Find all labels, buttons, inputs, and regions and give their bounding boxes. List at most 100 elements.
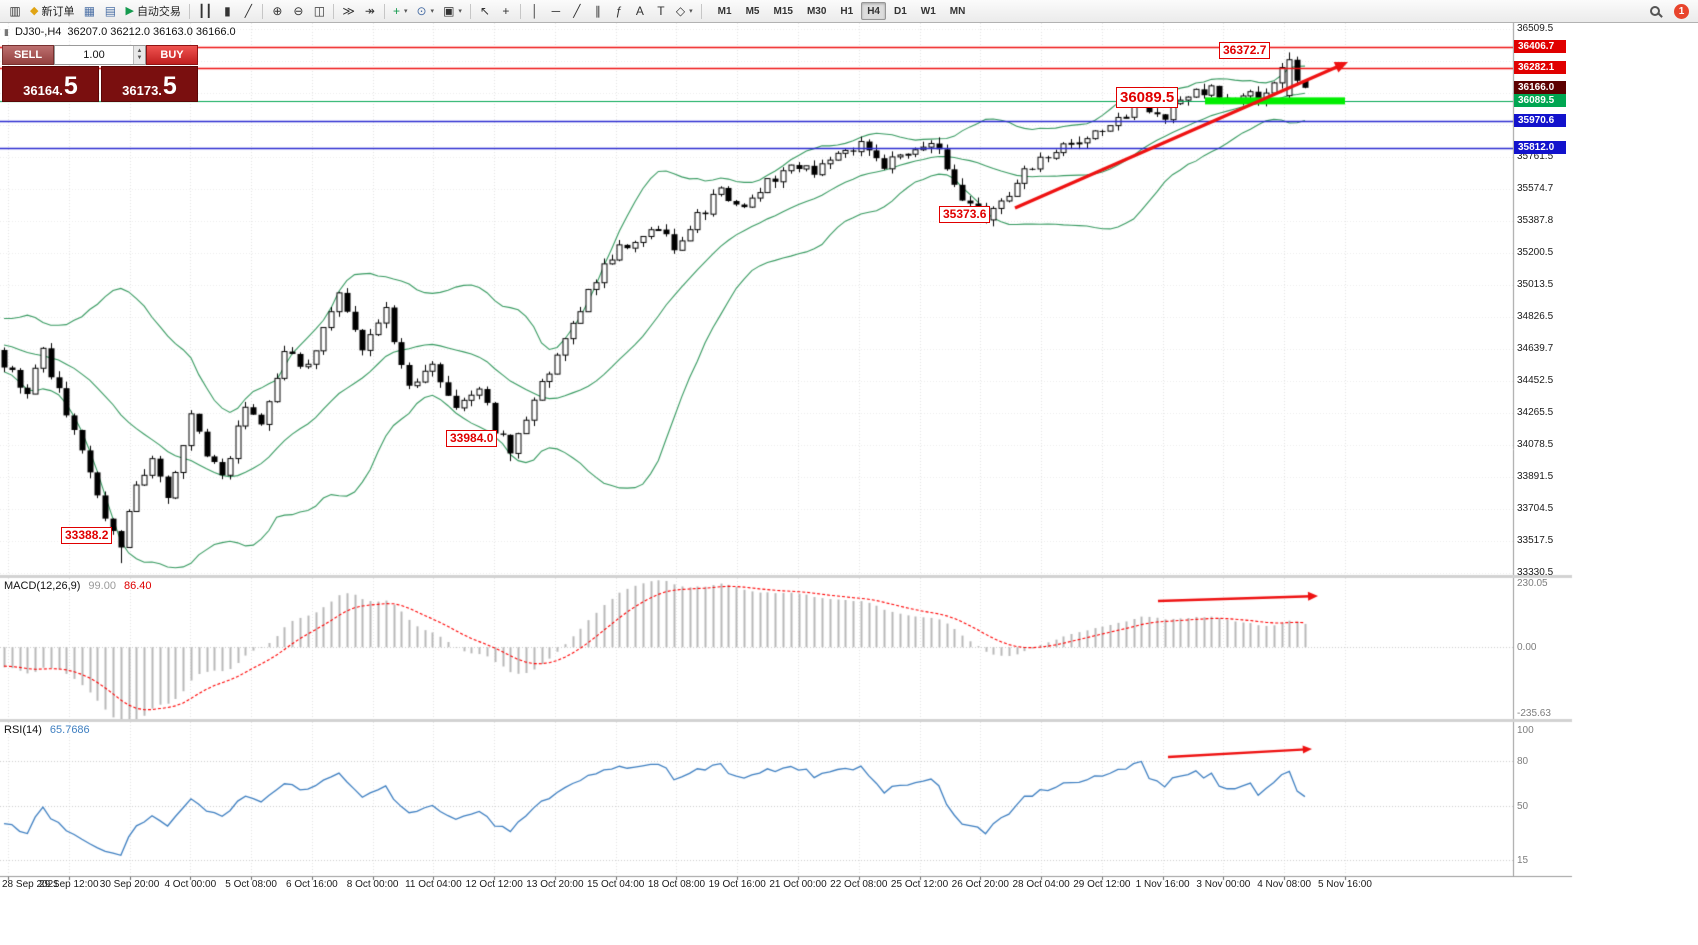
line-chart-mode-button[interactable]: ╱ bbox=[238, 1, 258, 21]
price-axis-tick: 33330.5 bbox=[1517, 567, 1554, 578]
timeframe-m1-button[interactable]: M1 bbox=[712, 2, 738, 20]
toolbar-separator bbox=[383, 3, 385, 19]
price-axis-tag[interactable]: 36406.7 bbox=[1514, 39, 1566, 53]
macd-header: MACD(12,26,9) 99.00 86.40 bbox=[4, 580, 151, 592]
cursor-button[interactable]: ↖ bbox=[475, 1, 495, 21]
auto-scroll-icon: ≫ bbox=[342, 4, 355, 18]
search-button[interactable] bbox=[1645, 1, 1665, 21]
chart-price-label[interactable]: 33984.0 bbox=[446, 430, 498, 447]
charts-grid-button[interactable]: ▦ bbox=[79, 1, 99, 21]
volume-value[interactable]: 1.00 bbox=[83, 49, 105, 61]
price-axis-tick: 35387.8 bbox=[1517, 214, 1554, 226]
text-tool-button[interactable]: A bbox=[630, 1, 650, 21]
tile-windows-button[interactable]: ◫ bbox=[309, 1, 329, 21]
vertical-line-button[interactable]: │ bbox=[525, 1, 545, 21]
buy-price[interactable]: 36173. 5 bbox=[101, 66, 198, 102]
chart-shift-button[interactable]: ↠ bbox=[360, 1, 380, 21]
one-click-trade-panel: SELL 1.00 ▲ ▼ BUY 36164. 5 36173. 5 bbox=[2, 45, 198, 102]
volume-up-icon[interactable]: ▲ bbox=[136, 47, 143, 54]
macd-axis-label: 230.05 bbox=[1517, 578, 1548, 589]
volume-down-icon[interactable]: ▼ bbox=[136, 55, 143, 61]
label-tool-button[interactable]: T bbox=[651, 1, 671, 21]
autotrading-button[interactable]: ▶ 自动交易 bbox=[121, 1, 184, 21]
volume-spin-arrows: ▲ ▼ bbox=[133, 46, 145, 64]
fibonacci-button[interactable]: ƒ bbox=[609, 1, 629, 21]
price-axis-tag[interactable]: 36166.0 bbox=[1514, 80, 1566, 94]
buy-price-big-digit: 5 bbox=[162, 72, 177, 100]
shapes-icon: ◇ bbox=[675, 4, 686, 18]
tile-windows-icon: ◫ bbox=[313, 4, 326, 18]
price-chart-canvas[interactable] bbox=[0, 23, 1698, 945]
timeframe-h4-button[interactable]: H4 bbox=[861, 2, 886, 20]
data-window-icon: ▤ bbox=[104, 4, 117, 18]
volume-stepper[interactable]: 1.00 ▲ ▼ bbox=[54, 45, 146, 65]
new-order-button[interactable]: ◆ 新订单 bbox=[26, 1, 78, 21]
timeframe-d1-button[interactable]: D1 bbox=[888, 2, 913, 20]
timeframe-m15-button[interactable]: M15 bbox=[767, 2, 798, 20]
zoom-out-icon: ⊖ bbox=[293, 4, 304, 18]
crosshair-button[interactable]: + bbox=[496, 1, 516, 21]
channel-button[interactable]: ∥ bbox=[588, 1, 608, 21]
zoom-in-button[interactable]: ⊕ bbox=[267, 1, 287, 21]
timeframe-m5-button[interactable]: M5 bbox=[740, 2, 766, 20]
time-axis-label: 19 Oct 16:00 bbox=[708, 879, 766, 890]
horizontal-line-icon: ─ bbox=[551, 4, 561, 18]
price-axis-tick: 35013.5 bbox=[1517, 279, 1554, 290]
time-axis-label: 28 Oct 04:00 bbox=[1012, 879, 1070, 890]
chart-price-label[interactable]: 36372.7 bbox=[1219, 42, 1271, 59]
timeframe-m30-button[interactable]: M30 bbox=[801, 2, 832, 20]
time-axis-label: 15 Oct 04:00 bbox=[587, 879, 645, 890]
sell-button[interactable]: SELL bbox=[2, 45, 54, 65]
price-axis-tag[interactable]: 36089.5 bbox=[1514, 93, 1566, 107]
template-icon: ▣ bbox=[443, 4, 455, 18]
price-axis-tick: 34265.5 bbox=[1517, 407, 1554, 418]
price-axis-tag[interactable]: 36282.1 bbox=[1514, 60, 1566, 74]
data-window-button[interactable]: ▤ bbox=[100, 1, 120, 21]
rsi-value: 65.7686 bbox=[49, 724, 90, 736]
chart-area[interactable]: ▮ DJ30-,H4 36207.0 36212.0 36163.0 36166… bbox=[0, 23, 1698, 945]
macd-axis-label: -235.63 bbox=[1517, 708, 1551, 719]
rsi-name: RSI(14) bbox=[4, 724, 42, 736]
time-axis-label: 12 Oct 12:00 bbox=[465, 879, 523, 890]
chart-price-label[interactable]: 35373.6 bbox=[939, 206, 991, 223]
timeframe-w1-button[interactable]: W1 bbox=[915, 2, 942, 20]
timeframe-mn-button[interactable]: MN bbox=[944, 2, 972, 20]
price-axis-tag[interactable]: 35812.0 bbox=[1514, 141, 1566, 155]
auto-scroll-button[interactable]: ≫ bbox=[338, 1, 359, 21]
price-axis-tick: 35200.5 bbox=[1517, 247, 1554, 258]
rsi-header: RSI(14) 65.7686 bbox=[4, 724, 90, 736]
time-axis-label: 4 Oct 00:00 bbox=[164, 879, 217, 890]
chart-price-label[interactable]: 33388.2 bbox=[61, 527, 113, 544]
rsi-axis-label: 100 bbox=[1517, 725, 1534, 736]
sell-price[interactable]: 36164. 5 bbox=[2, 66, 99, 102]
symbol-period: DJ30-,H4 bbox=[14, 26, 62, 38]
notification-badge[interactable]: 1 bbox=[1674, 3, 1689, 19]
cursor-icon: ↖ bbox=[479, 4, 490, 18]
buy-button[interactable]: BUY bbox=[146, 45, 198, 65]
templates-button[interactable]: ▣ ▾ bbox=[439, 1, 466, 21]
bar-chart-mode-button[interactable]: ┃┃ bbox=[194, 1, 216, 21]
trendline-button[interactable]: ╱ bbox=[567, 1, 587, 21]
chevron-down-icon: ▾ bbox=[458, 8, 462, 15]
time-axis-label: 29 Sep 12:00 bbox=[39, 879, 99, 890]
periods-button[interactable]: ⊙ ▾ bbox=[412, 1, 438, 21]
horizontal-line-button[interactable]: ─ bbox=[546, 1, 566, 21]
vertical-line-icon: │ bbox=[531, 4, 539, 18]
line-chart-icon: ╱ bbox=[244, 4, 252, 18]
chevron-down-icon: ▾ bbox=[403, 8, 408, 15]
toolbar-separator bbox=[469, 3, 471, 19]
toolbar-separator bbox=[700, 3, 702, 19]
zoom-out-button[interactable]: ⊖ bbox=[288, 1, 308, 21]
autotrading-label: 自动交易 bbox=[136, 6, 181, 18]
shapes-button[interactable]: ◇ ▾ bbox=[672, 1, 697, 21]
price-axis-tag[interactable]: 35970.6 bbox=[1514, 114, 1566, 128]
timeframe-h1-button[interactable]: H1 bbox=[834, 2, 859, 20]
label-tool-icon: T bbox=[657, 4, 665, 18]
chart-window-button[interactable]: ▥ bbox=[5, 1, 25, 21]
time-axis-label: 8 Oct 00:00 bbox=[346, 879, 399, 890]
candle-chart-mode-button[interactable]: ▮ bbox=[217, 1, 237, 21]
rsi-axis-label: 15 bbox=[1517, 855, 1529, 866]
chart-price-label[interactable]: 36089.5 bbox=[1116, 87, 1179, 108]
indicators-button[interactable]: + ▾ bbox=[389, 1, 412, 21]
channel-icon: ∥ bbox=[594, 4, 601, 18]
